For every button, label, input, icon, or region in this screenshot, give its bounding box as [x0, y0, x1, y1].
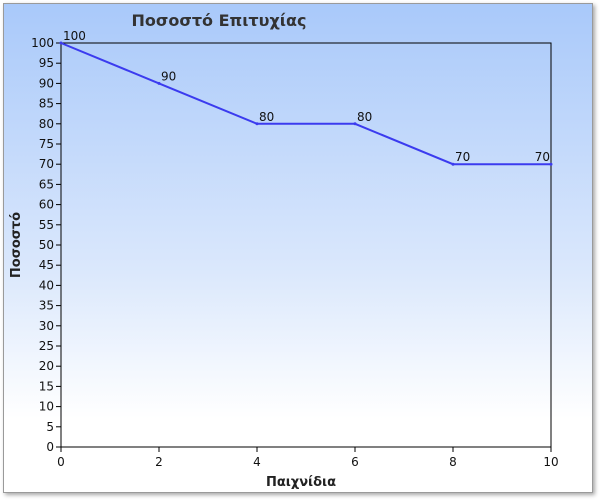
y-tick-label: 70: [39, 157, 54, 171]
y-tick-label: 95: [39, 56, 54, 70]
x-tick-label: 10: [543, 455, 558, 469]
y-tick-label: 80: [39, 117, 54, 131]
data-point: [451, 162, 455, 166]
y-tick-label: 15: [39, 379, 54, 393]
y-axis: 0 5 10 15 20 25 30 35 40 45 50 55 60 65 70 75 80 85 90 95 10…: [31, 36, 61, 454]
data-label: 100: [63, 29, 86, 43]
data-label: 90: [161, 69, 176, 83]
y-tick-label: 40: [39, 278, 54, 292]
y-tick-label: 55: [39, 218, 54, 232]
x-tick-label: 8: [449, 455, 457, 469]
x-tick-label: 6: [351, 455, 359, 469]
data-point: [59, 41, 63, 45]
y-tick-label: 0: [46, 440, 54, 454]
x-tick-label: 0: [57, 455, 65, 469]
y-tick-label: 45: [39, 258, 54, 272]
series-layer: 100 90 80 80 70 70: [59, 29, 553, 166]
x-axis-title: Παιχνίδια: [266, 475, 336, 490]
data-label: 80: [357, 110, 372, 124]
chart-frame: Ποσοστό Επιτυχίας 0 5 10 15 20 25 30 35 40 45 50 55…: [3, 3, 593, 493]
y-tick-label: 25: [39, 339, 54, 353]
y-tick-label: 75: [39, 137, 54, 151]
data-point: [549, 162, 553, 166]
data-label: 80: [259, 110, 274, 124]
y-tick-label: 30: [39, 319, 54, 333]
line-chart: Ποσοστό Επιτυχίας 0510152025303540455055…: [9, 11, 559, 490]
y-tick-label: 90: [39, 76, 54, 90]
y-tick-label: 100: [31, 36, 54, 50]
plot-area: [60, 42, 552, 448]
y-tick-label: 35: [39, 299, 54, 313]
y-tick-label: 65: [39, 177, 54, 191]
chart-title: Ποσοστό Επιτυχίας: [132, 11, 307, 30]
series-line: [60, 42, 551, 166]
x-tick-label: 2: [155, 455, 163, 469]
y-tick-label: 10: [39, 400, 54, 414]
data-label: 70: [535, 150, 550, 164]
y-tick-label: 60: [39, 198, 54, 212]
x-axis: 0 2 4 6 8 10: [57, 447, 559, 469]
x-tick-label: 4: [253, 455, 261, 469]
y-tick-label: 85: [39, 97, 54, 111]
data-point: [255, 122, 259, 126]
y-tick-label: 50: [39, 238, 54, 252]
y-tick-label: 20: [39, 359, 54, 373]
y-tick-label: 5: [46, 420, 54, 434]
data-point: [157, 81, 161, 85]
data-label: 70: [455, 150, 470, 164]
y-axis-title: Ποσοστό: [9, 212, 24, 278]
data-point: [353, 122, 357, 126]
